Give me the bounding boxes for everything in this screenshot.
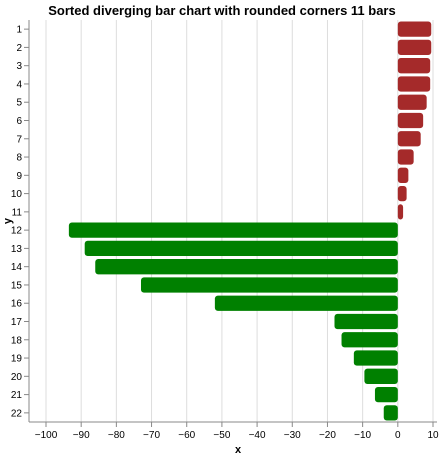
- x-tick-label: −20: [319, 430, 336, 441]
- y-tick-label: 7: [16, 134, 22, 145]
- y-tick-label: 3: [16, 61, 22, 72]
- bar-3: [397, 58, 431, 74]
- y-tick-label: 15: [11, 280, 23, 291]
- y-tick-label: 2: [16, 43, 22, 54]
- y-tick-label: 8: [16, 153, 22, 164]
- x-tick-label: −30: [284, 430, 301, 441]
- y-tick-label: 11: [12, 207, 23, 218]
- bar-19: [353, 350, 398, 366]
- bar-22: [383, 405, 398, 421]
- x-tick-label: −70: [143, 430, 160, 441]
- bar-14: [95, 259, 398, 275]
- y-tick-label: 16: [11, 299, 23, 310]
- x-tick-label: −10: [354, 430, 371, 441]
- bar-15: [140, 277, 398, 293]
- x-tick-label: −40: [249, 430, 266, 441]
- bar-9: [397, 167, 409, 183]
- y-tick-label: 13: [11, 244, 23, 255]
- y-tick-label: 20: [11, 372, 23, 383]
- x-tick-label: 10: [427, 430, 439, 441]
- y-tick-label: 12: [11, 226, 23, 237]
- bar-20: [364, 368, 398, 384]
- bar-16: [214, 295, 398, 311]
- y-tick-label: 17: [11, 317, 23, 328]
- y-tick-label: 1: [16, 25, 22, 36]
- x-tick-label: −90: [73, 430, 90, 441]
- bar-6: [397, 112, 424, 129]
- y-tick-label: 9: [16, 171, 22, 182]
- y-tick-label: 18: [11, 335, 23, 346]
- y-tick-label: 4: [16, 79, 22, 90]
- x-tick-label: 0: [395, 430, 401, 441]
- x-tick-label: −60: [178, 430, 195, 441]
- x-tick-label: −100: [35, 430, 58, 441]
- bar-1: [397, 21, 432, 37]
- y-tick-label: 6: [16, 116, 22, 127]
- y-tick-label: 10: [11, 189, 23, 200]
- bar-4: [397, 76, 431, 92]
- bar-13: [84, 240, 398, 257]
- bar-8: [397, 149, 414, 165]
- bars: [68, 21, 432, 421]
- bar-21: [374, 386, 398, 403]
- bar-2: [397, 39, 432, 56]
- bar-17: [334, 313, 398, 330]
- bar-11: [397, 204, 404, 220]
- y-tick-label: 14: [11, 262, 23, 273]
- y-axis-title: y: [2, 217, 14, 224]
- x-tick-label: −80: [108, 430, 125, 441]
- x-axis: −100 −90 −80 −70 −60 −50 −40 −30 −20 −10 0 10: [29, 421, 439, 441]
- x-axis-title: x: [235, 444, 242, 456]
- chart-title: Sorted diverging bar chart with rounded …: [48, 3, 395, 18]
- bar-5: [397, 94, 427, 110]
- bar-12: [68, 222, 398, 238]
- bar-18: [341, 332, 398, 348]
- bar-7: [397, 131, 421, 147]
- x-tick-label: −50: [213, 430, 230, 441]
- y-tick-label: 22: [11, 408, 23, 419]
- y-tick-label: 19: [11, 354, 23, 365]
- y-tick-label: 21: [11, 390, 23, 401]
- y-tick-label: 5: [16, 98, 22, 109]
- bar-10: [397, 185, 407, 202]
